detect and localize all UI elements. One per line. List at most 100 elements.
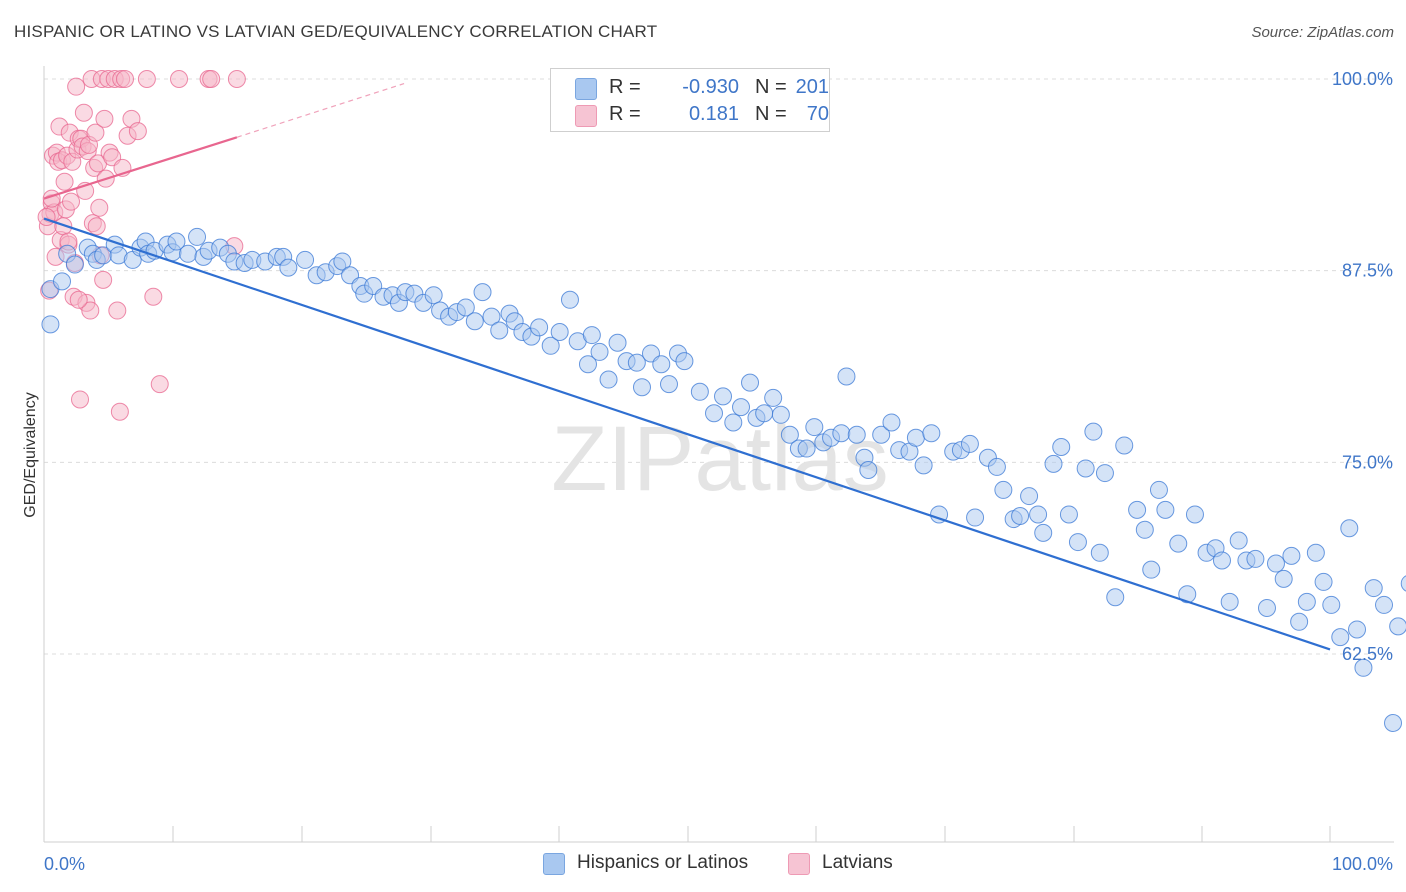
hispanic-point [1266,554,1285,573]
hispanic-point [1020,487,1039,506]
hispanic-point [1314,572,1333,591]
hispanic-point [1354,658,1373,677]
latvian-point [87,217,106,236]
hispanic-point [599,370,618,389]
hispanic-point [1128,500,1147,519]
hispanic-point [279,258,298,277]
hispanic-point [1246,549,1265,568]
latvian-point [94,270,113,289]
hispanic-point [560,290,579,309]
hispanic-point [882,413,901,432]
hispanic-point [456,298,475,317]
stats-legend: R = -0.930 N = 201 R = 0.181 N = 70 [550,68,830,132]
hispanic-point [1220,592,1239,611]
hispanic-point [714,387,733,406]
hispanic-point [541,336,560,355]
hispanic-point [1290,612,1309,631]
hispanic-point [1115,436,1134,455]
latvian-point [69,290,88,309]
hispanic-point [1229,531,1248,550]
latvian-point [116,70,135,88]
latvian-point [74,103,93,122]
latvian-point [95,109,114,128]
hispanic-point [1142,560,1161,579]
hispanic-point [53,272,72,291]
hispanic-point [755,404,774,423]
hispanic-point [1068,533,1087,552]
n-label: N = [755,76,787,98]
latvian-point [55,172,74,191]
hispanic-point [1090,543,1109,562]
hispanic-point [847,425,866,444]
hispanic-point [987,457,1006,476]
hispanic-point [627,353,646,372]
latvian-point [202,70,221,88]
hispanic-point [675,352,694,371]
y-tick-label: 75.0% [1342,452,1393,472]
trend-line-latvians [43,136,238,200]
latvian-point [86,123,105,142]
y-tick-label: 62.5% [1342,644,1393,664]
hispanic-point [424,286,443,305]
hispanic-point [705,404,724,423]
hispanic-point [832,424,851,443]
latvian-point [137,70,156,88]
latvian-point [144,287,163,306]
hispanic-point [1331,628,1350,647]
hispanic-point [179,244,198,263]
hispanic-point [1400,575,1406,592]
latvian-point [71,390,90,409]
hispanic-point [1044,454,1063,473]
hispanic-point [1029,505,1048,524]
r-value: 0.181 [688,103,739,125]
hispanic-point [914,456,933,475]
hispanic-point [490,321,509,340]
hispanic-point [1384,714,1403,732]
hispanic-point [333,252,352,271]
hispanic-point [1011,507,1030,525]
hispanic-point [966,508,985,527]
hispanic-point [1059,505,1078,524]
hispanic-point [1034,523,1053,542]
hispanic-point [1274,569,1293,588]
hispanic-point [1135,520,1154,539]
latvian-point [128,122,147,141]
latvian-point [67,77,86,96]
hispanic-point [690,382,709,401]
hispanic-point [1185,505,1204,524]
series-hispanics [41,227,1406,732]
tick-labels: 62.5% 75.0% 87.5% 100.0% 0.0% 100.0% [44,69,1393,874]
hispanic-point [1322,595,1341,614]
n-label: N = [755,103,787,125]
latvian-point [150,375,169,394]
hispanic-point [872,425,891,444]
hispanic-point [994,480,1013,499]
hispanic-point [582,326,601,345]
chart-title: HISPANIC OR LATINO VS LATVIAN GED/EQUIVA… [14,22,658,41]
hispanic-point [780,425,799,444]
hispanic-point [764,388,783,407]
x-tick-label: 100.0% [1332,854,1393,874]
hispanic-point [652,355,671,374]
r-value: -0.930 [682,76,739,98]
n-value: 201 [795,76,829,98]
y-tick-label: 87.5% [1342,261,1393,281]
hispanic-point [1169,534,1188,553]
hispanic-point [960,434,979,453]
hispanic-point [922,424,941,443]
hispanic-point [741,373,760,392]
axes [43,66,1394,843]
hispanic-point [632,378,651,397]
latvian-point [37,208,56,226]
hispanic-point [906,428,925,447]
trend-lines [43,83,1331,651]
hispanic-point [1257,599,1276,617]
hispanic-point [771,405,790,424]
hispanic-point [530,318,549,337]
source-credit: Source: ZipAtlas.com [1251,24,1394,41]
hispanic-point [1306,543,1325,562]
hispanic-point [1076,459,1095,478]
latvian-point [62,192,81,211]
hispanic-point [41,315,60,334]
